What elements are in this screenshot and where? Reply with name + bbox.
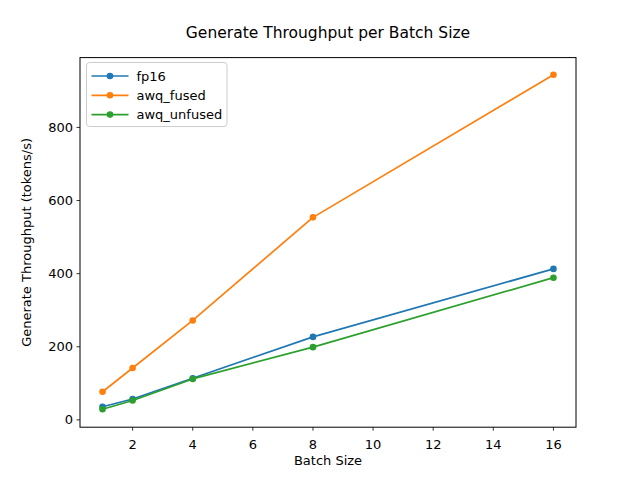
line-chart: 2 4 6 8 10 12 14 16 0 200 400 600 800 fp16 awq_fuseda… <box>0 0 640 480</box>
data-point-fp16 <box>310 334 317 341</box>
matplotlib-figure: 2 4 6 8 10 12 14 16 0 200 400 600 800 fp16 awq_fuseda… <box>0 0 640 480</box>
data-point-fp16 <box>550 266 557 273</box>
legend-marker-awq_unfused <box>107 111 114 118</box>
legend: fp16 awq_fused awq_unfused <box>87 63 228 127</box>
x-tick-label: 6 <box>249 437 257 452</box>
legend-marker-fp16 <box>107 73 114 80</box>
x-tick-label: 14 <box>485 437 502 452</box>
y-tick-label: 400 <box>48 266 73 281</box>
chart-title: Generate Throughput per Batch Size <box>186 24 470 42</box>
legend-label-awq_unfused: awq_unfused <box>137 107 223 122</box>
data-point-awq_unfused <box>310 344 317 351</box>
legend-marker-awq_fused <box>107 92 114 99</box>
data-point-awq_fused <box>99 388 106 395</box>
x-tick-label: 10 <box>365 437 382 452</box>
data-point-awq_unfused <box>99 406 106 413</box>
data-point-awq_unfused <box>189 376 196 383</box>
legend-label-awq_fused: awq_fused <box>137 88 206 103</box>
x-axis-label: Batch Size <box>294 453 362 468</box>
y-tick-label: 200 <box>48 339 73 354</box>
data-point-awq_unfused <box>129 397 136 404</box>
data-point-awq_fused <box>550 71 557 78</box>
x-tick-label: 4 <box>189 437 197 452</box>
y-tick-label: 600 <box>48 193 73 208</box>
data-point-awq_fused <box>129 365 136 372</box>
legend-label-fp16: fp16 <box>137 69 166 84</box>
y-axis-label: Generate Throughput (tokens/s) <box>19 138 34 347</box>
x-tick-label: 16 <box>545 437 562 452</box>
data-point-awq_unfused <box>550 274 557 281</box>
y-tick-label: 0 <box>65 412 73 427</box>
y-tick-label: 800 <box>48 120 73 135</box>
x-tick-label: 8 <box>309 437 317 452</box>
x-tick-label: 12 <box>425 437 442 452</box>
data-point-awq_fused <box>310 214 317 221</box>
data-point-awq_fused <box>189 317 196 324</box>
x-tick-label: 2 <box>128 437 136 452</box>
series-line-awq_unfused <box>103 278 554 410</box>
